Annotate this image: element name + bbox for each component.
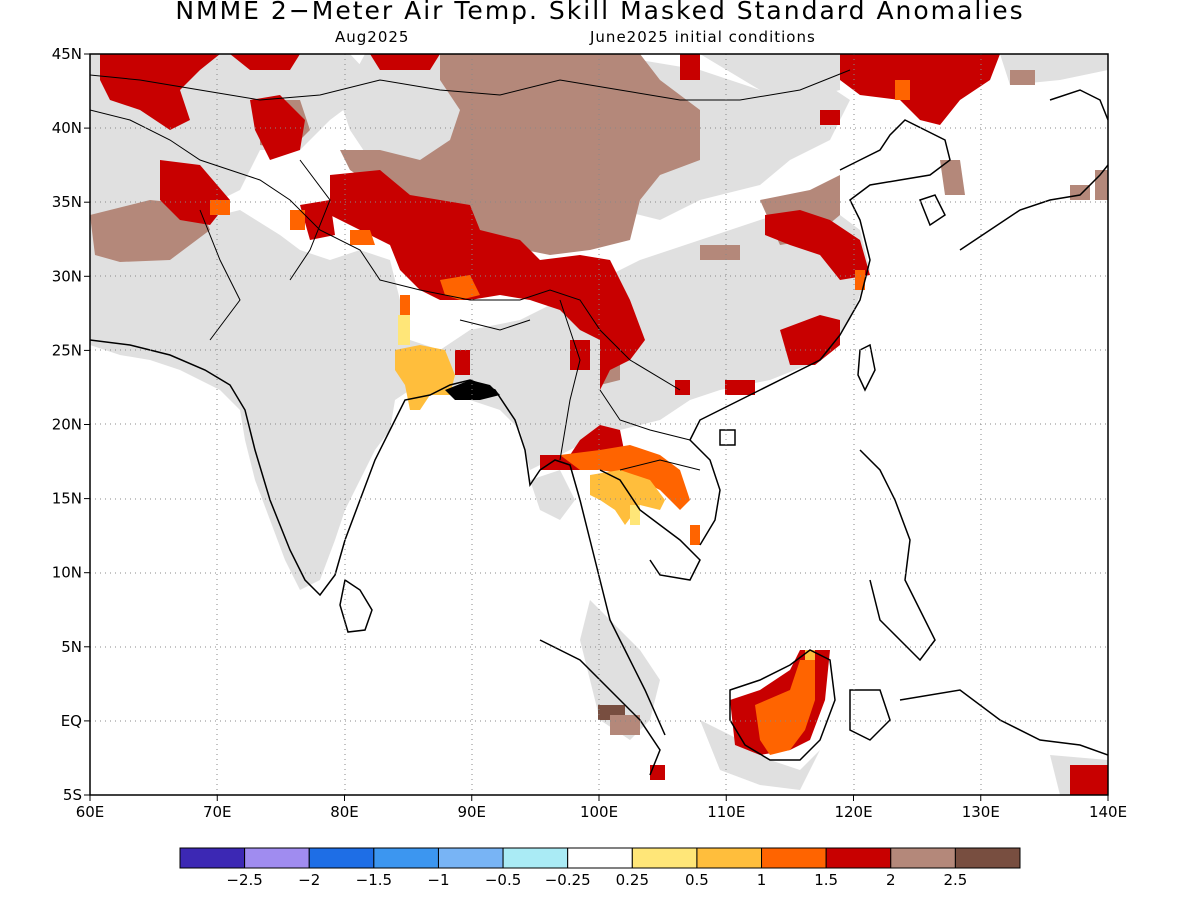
legend-label: −2 xyxy=(298,871,320,889)
legend-label: 0.5 xyxy=(685,871,709,889)
lon-axis: 60E 70E 80E 90E 100E 110E 120E 130E 140E xyxy=(76,795,1127,821)
lat-tick-label: 45N xyxy=(52,45,82,63)
lat-tick-label: 40N xyxy=(52,119,82,137)
anomaly-category-0.25-0.5 xyxy=(398,315,640,525)
lat-tick-label: 5S xyxy=(63,786,82,804)
lon-tick-label: 110E xyxy=(707,803,745,821)
lat-tick-label: 35N xyxy=(52,193,82,211)
legend-swatch xyxy=(502,847,569,869)
lon-tick-label: 80E xyxy=(330,803,359,821)
legend-swatch xyxy=(373,847,439,869)
color-legend: −2.5 −2 −1.5 −1 −0.5 −0.25 0.25 0.5 1 1.5 2 2.5 xyxy=(179,847,1021,889)
lon-tick-label: 100E xyxy=(580,803,618,821)
lon-tick-label: 130E xyxy=(962,803,1000,821)
lon-tick-label: 70E xyxy=(203,803,232,821)
lat-tick-label: 20N xyxy=(52,416,82,434)
coast-detail xyxy=(445,380,500,400)
anomaly-category-1.5-2 xyxy=(100,54,1108,795)
anomaly-category-0.5-1 xyxy=(395,345,815,660)
legend-swatch xyxy=(890,847,956,869)
country-borders xyxy=(90,69,851,471)
legend-swatch xyxy=(696,847,763,869)
legend-label: 1 xyxy=(757,871,767,889)
legend-swatch xyxy=(179,847,246,869)
lat-tick-label: 5N xyxy=(61,638,82,656)
lat-tick-label: 30N xyxy=(52,267,82,285)
map-title: NMME 2−Meter Air Temp. Skill Masked Stan… xyxy=(175,0,1025,25)
legend-label: 1.5 xyxy=(814,871,838,889)
legend-label: −1.5 xyxy=(356,871,392,889)
legend-swatch xyxy=(954,847,1021,869)
lat-tick-label: 15N xyxy=(52,490,82,508)
legend-label: 0.25 xyxy=(616,871,649,889)
target-month-label: Aug2025 xyxy=(335,28,410,46)
legend-label: −0.5 xyxy=(485,871,521,889)
initial-conditions-label: June2025 initial conditions xyxy=(590,28,816,46)
legend-label: 2.5 xyxy=(943,871,967,889)
lon-tick-label: 60E xyxy=(76,803,105,821)
lat-tick-label: 10N xyxy=(52,564,82,582)
legend-swatch xyxy=(825,847,892,869)
lon-tick-label: 120E xyxy=(834,803,872,821)
legend-swatch xyxy=(308,847,375,869)
lat-tick-label: EQ xyxy=(61,712,82,730)
lon-tick-label: 90E xyxy=(457,803,486,821)
anomaly-category-1-1.5 xyxy=(210,80,910,755)
coastlines xyxy=(90,89,1108,776)
legend-label: 2 xyxy=(886,871,896,889)
legend-label: −2.5 xyxy=(226,871,262,889)
legend-label: −0.25 xyxy=(545,871,591,889)
legend-swatch xyxy=(761,847,827,869)
legend-swatch xyxy=(244,847,310,869)
legend-label: −1 xyxy=(427,871,449,889)
legend-swatch xyxy=(437,847,504,869)
legend-swatch xyxy=(631,847,698,869)
lat-tick-label: 25N xyxy=(52,341,82,359)
lon-tick-label: 140E xyxy=(1089,803,1127,821)
map-grid xyxy=(90,54,1108,795)
lat-axis: 45N 40N 35N 30N 25N 20N 15N 10N 5N EQ 5S xyxy=(52,45,90,804)
legend-swatch xyxy=(567,847,633,869)
